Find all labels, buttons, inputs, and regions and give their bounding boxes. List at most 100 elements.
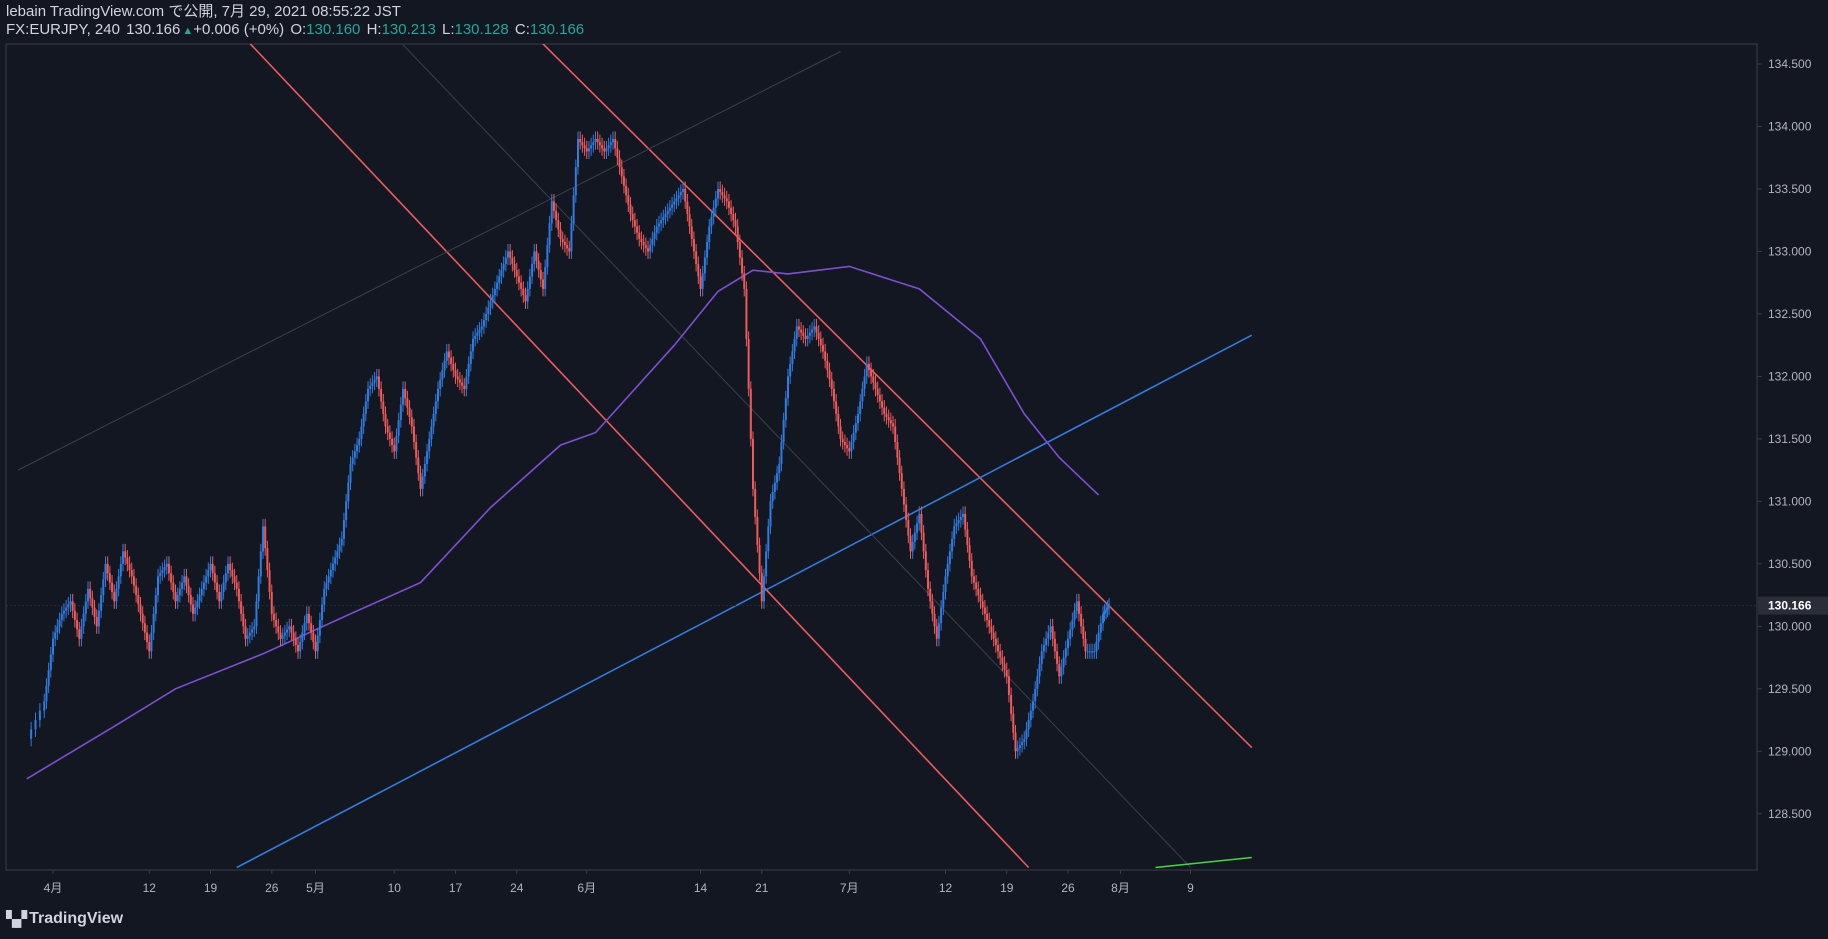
candle-body[interactable] <box>957 520 960 524</box>
candle-body[interactable] <box>200 588 203 596</box>
candle-body[interactable] <box>364 401 367 414</box>
candle-body[interactable] <box>174 591 177 602</box>
candle-body[interactable] <box>653 232 656 239</box>
candle-body[interactable] <box>240 601 243 614</box>
candle-body[interactable] <box>706 242 709 258</box>
candle-body[interactable] <box>388 432 391 439</box>
candle-body[interactable] <box>898 457 901 474</box>
candle-body[interactable] <box>504 257 507 264</box>
candle-body[interactable] <box>666 210 669 214</box>
candle-body[interactable] <box>117 576 120 589</box>
candle-body[interactable] <box>231 570 234 577</box>
candle-body[interactable] <box>981 601 984 608</box>
candle-body[interactable] <box>1025 729 1028 739</box>
candle-body[interactable] <box>507 251 509 258</box>
candle-body[interactable] <box>189 595 192 605</box>
candle-body[interactable] <box>314 641 317 652</box>
candle-body[interactable] <box>697 263 700 277</box>
candle-body[interactable] <box>1018 745 1021 749</box>
candle-body[interactable] <box>338 545 341 552</box>
candle-body[interactable] <box>356 445 359 452</box>
candle-body[interactable] <box>478 329 481 333</box>
candle-body[interactable] <box>242 613 245 627</box>
candle-body[interactable] <box>767 526 770 552</box>
candle-body[interactable] <box>664 213 667 218</box>
candle-body[interactable] <box>89 588 92 599</box>
candle-body[interactable] <box>795 326 798 339</box>
candle-body[interactable] <box>154 595 157 614</box>
candle-body[interactable] <box>520 282 523 289</box>
candle-body[interactable] <box>552 201 555 211</box>
candle-body[interactable] <box>428 438 431 452</box>
candle-body[interactable] <box>369 385 372 389</box>
candle-body[interactable] <box>132 576 135 586</box>
candle-body[interactable] <box>316 635 319 652</box>
candle-body[interactable] <box>227 563 229 574</box>
candle-body[interactable] <box>496 282 499 289</box>
candle-body[interactable] <box>649 245 652 252</box>
candle-body[interactable] <box>47 670 50 686</box>
candle-body[interactable] <box>797 326 800 330</box>
candle-body[interactable] <box>476 332 479 336</box>
candle-body[interactable] <box>270 591 273 614</box>
candle-body[interactable] <box>922 532 925 552</box>
candle-body[interactable] <box>878 395 881 402</box>
candle-body[interactable] <box>824 351 827 361</box>
candle-body[interactable] <box>660 220 663 224</box>
candle-body[interactable] <box>281 635 284 639</box>
candle-body[interactable] <box>408 407 411 418</box>
candle-body[interactable] <box>609 142 612 146</box>
candle-body[interactable] <box>723 195 726 199</box>
candle-body[interactable] <box>76 620 79 630</box>
candle-body[interactable] <box>933 613 936 627</box>
candle-body[interactable] <box>463 385 466 389</box>
candle-body[interactable] <box>859 401 862 414</box>
plot-area[interactable] <box>5 43 1758 871</box>
candle-body[interactable] <box>222 582 225 592</box>
candle-body[interactable] <box>937 623 940 639</box>
candle-body[interactable] <box>690 226 693 239</box>
candle-body[interactable] <box>102 579 105 596</box>
candle-body[interactable] <box>852 432 855 443</box>
candle-body[interactable] <box>482 320 485 327</box>
candle-body[interactable] <box>305 613 308 624</box>
candle-body[interactable] <box>253 626 256 630</box>
candle-body[interactable] <box>185 576 188 586</box>
candle-body[interactable] <box>688 213 691 227</box>
candle-body[interactable] <box>572 195 575 224</box>
candle-body[interactable] <box>1062 657 1065 667</box>
candle-body[interactable] <box>255 601 258 627</box>
candle-body[interactable] <box>808 332 811 336</box>
candle-body[interactable] <box>216 582 219 592</box>
candle-body[interactable] <box>297 645 299 652</box>
upper-channel-line[interactable] <box>526 27 1253 749</box>
candle-body[interactable] <box>793 338 796 352</box>
candle-body[interactable] <box>815 326 818 333</box>
candle-body[interactable] <box>561 238 564 243</box>
candle-body[interactable] <box>113 591 116 602</box>
candle-body[interactable] <box>93 607 96 617</box>
candle-body[interactable] <box>916 523 919 533</box>
candle-body[interactable] <box>95 616 98 627</box>
candle-body[interactable] <box>502 263 505 271</box>
candle-body[interactable] <box>393 445 396 452</box>
candle-body[interactable] <box>946 563 949 577</box>
candle-body[interactable] <box>279 632 282 639</box>
candle-body[interactable] <box>734 220 737 227</box>
candle-body[interactable] <box>714 198 717 208</box>
candle-body[interactable] <box>1029 710 1032 721</box>
candle-body[interactable] <box>172 582 175 592</box>
candle-body[interactable] <box>445 351 448 361</box>
candle-body[interactable] <box>758 545 761 574</box>
candle-body[interactable] <box>159 573 162 577</box>
candle-body[interactable] <box>124 551 127 558</box>
candle-body[interactable] <box>999 651 1002 658</box>
candle-body[interactable] <box>367 388 369 402</box>
candle-body[interactable] <box>469 351 472 364</box>
candle-body[interactable] <box>257 576 260 602</box>
candle-body[interactable] <box>1102 613 1104 624</box>
candle-body[interactable] <box>988 620 991 627</box>
candle-body[interactable] <box>360 426 363 439</box>
candle-body[interactable] <box>526 288 529 302</box>
candle-body[interactable] <box>776 473 779 483</box>
